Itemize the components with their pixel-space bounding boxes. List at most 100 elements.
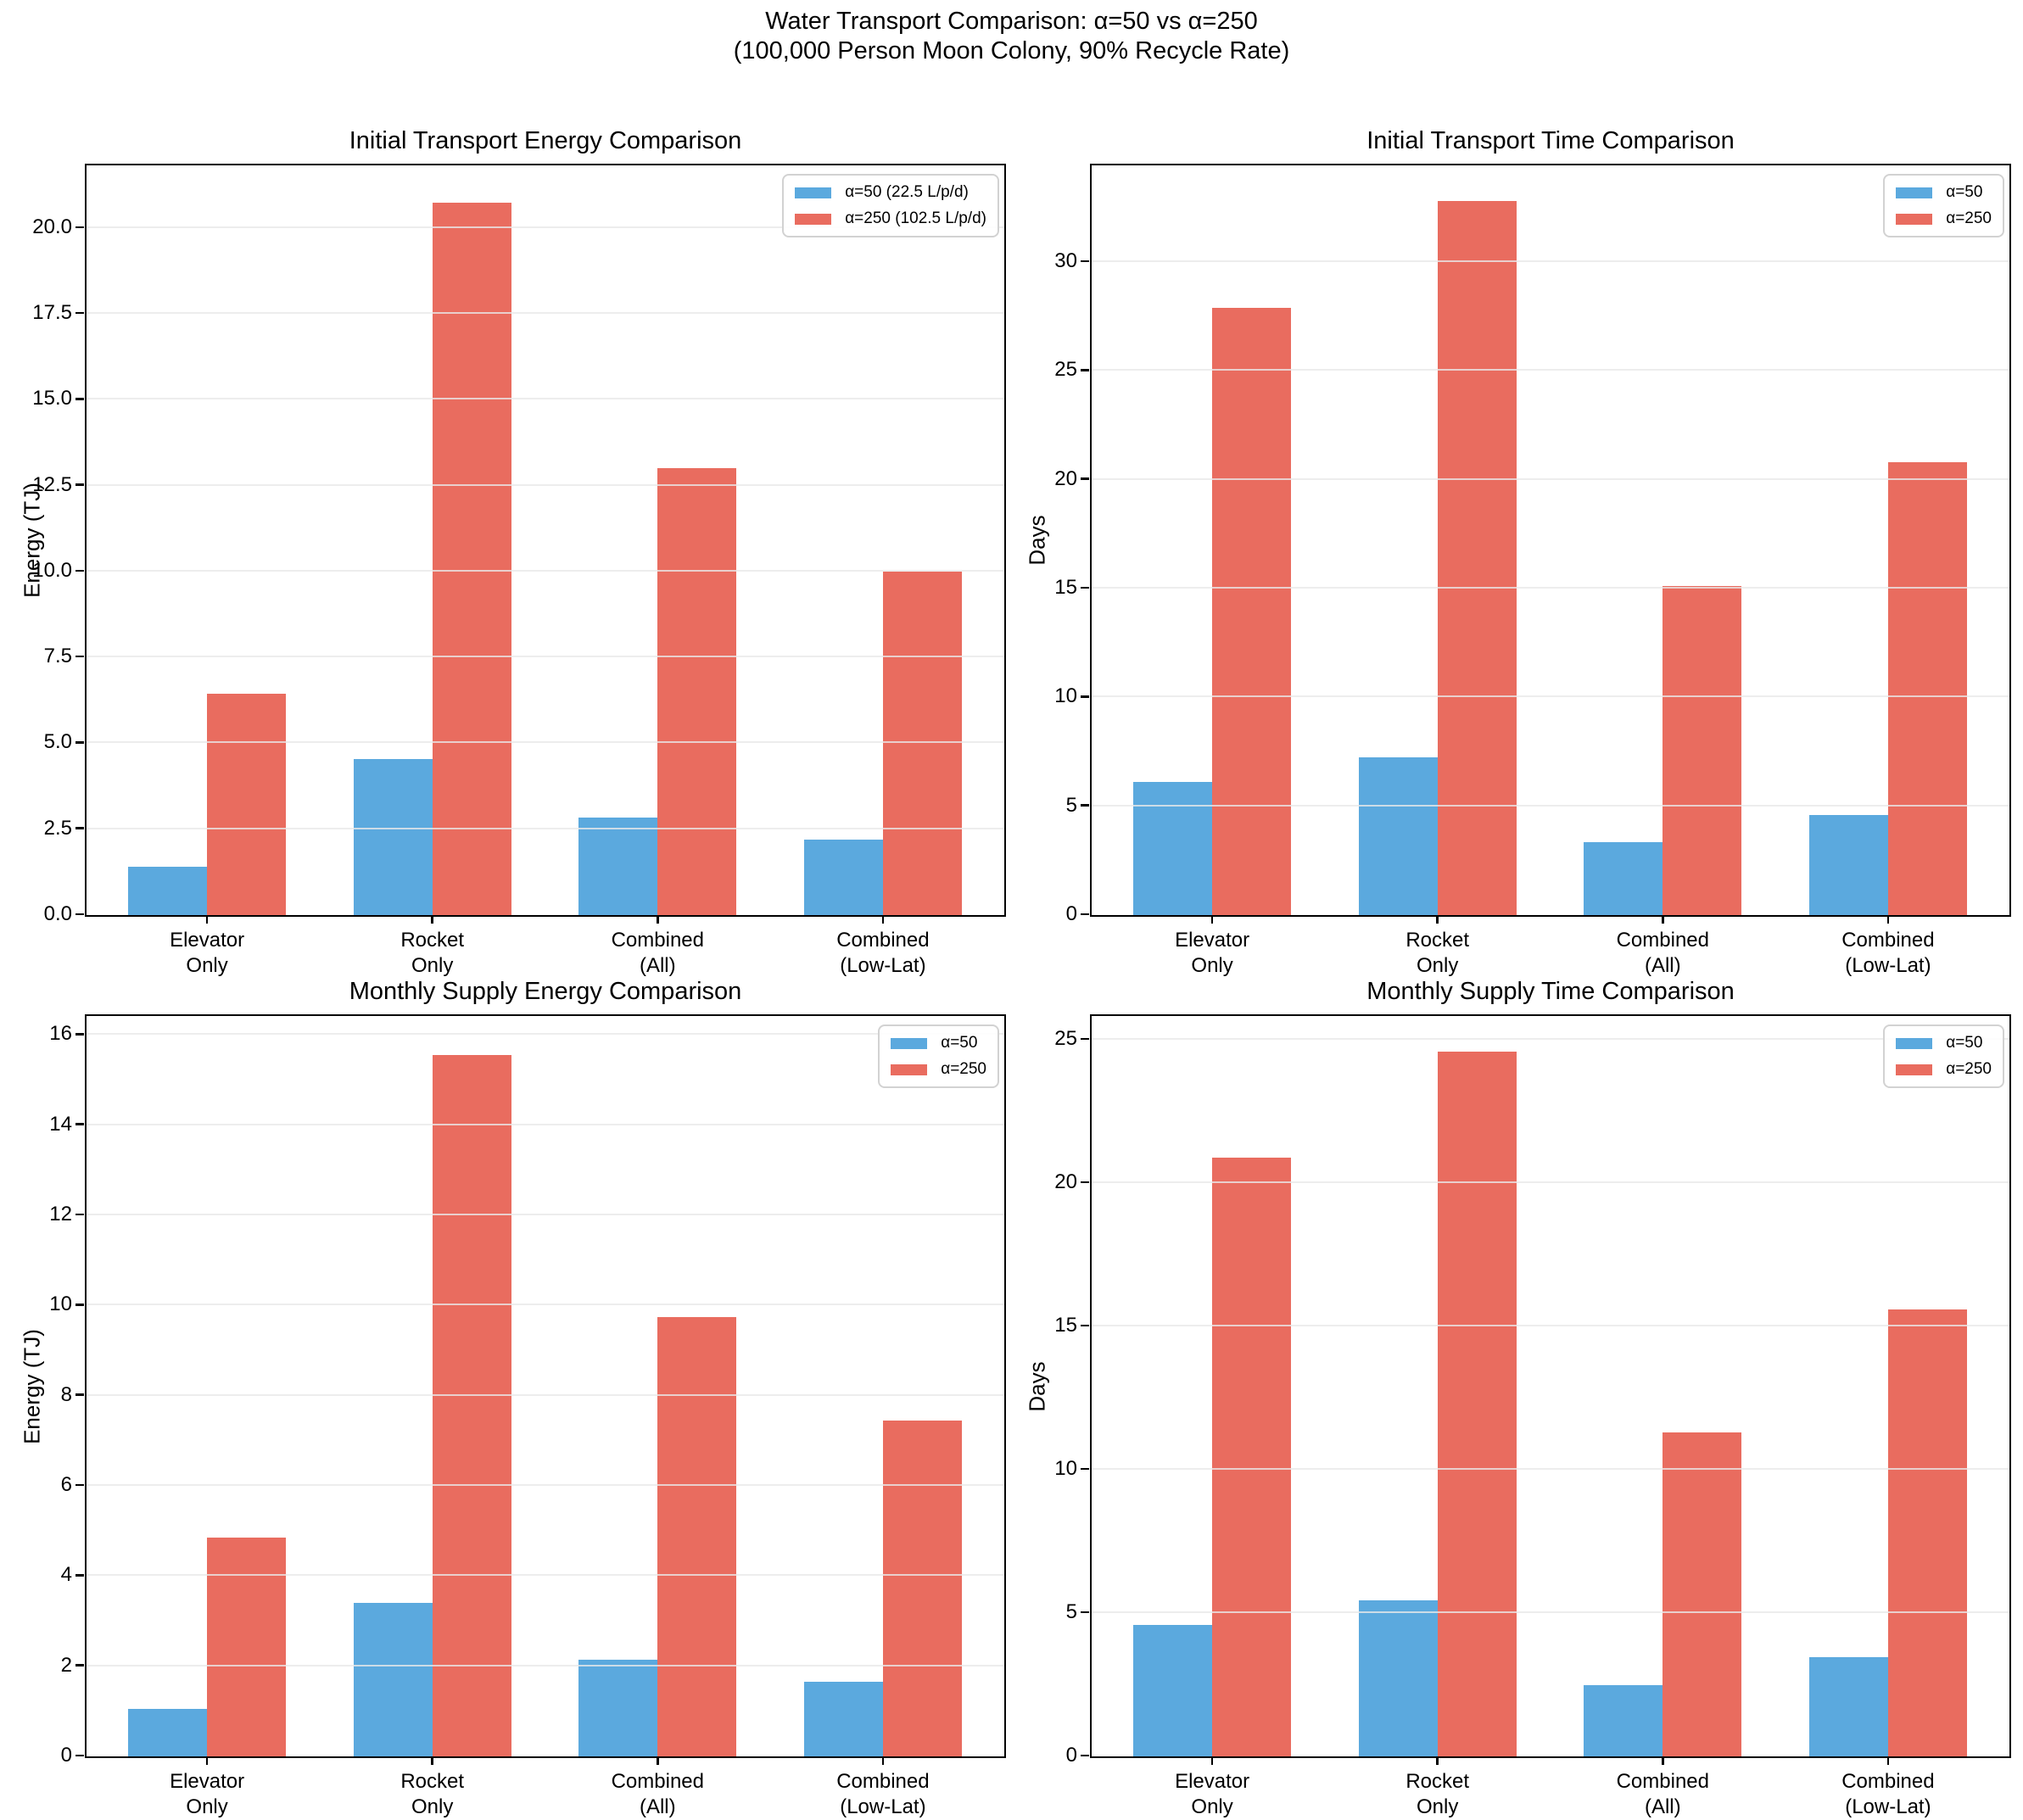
- gridline: [1092, 695, 2009, 698]
- x-tick: [1886, 915, 1890, 924]
- bar-a-50-combined-low-lat: [803, 1682, 883, 1756]
- gridline: [87, 1393, 1004, 1396]
- y-tick: [1081, 1324, 1089, 1327]
- y-tick-label: 0: [1065, 1744, 1077, 1767]
- y-tick-label: 12: [49, 1202, 72, 1225]
- y-tick: [75, 398, 84, 400]
- chart-initial-transport-energy: Initial Transport Energy Comparison Ener…: [20, 127, 1006, 977]
- x-tick-label-line: Only: [411, 954, 454, 977]
- x-tick-label-line: Only: [1191, 954, 1233, 977]
- x-tick-label-line: Elevator: [1175, 1770, 1250, 1793]
- x-tick-label-line: Elevator: [170, 929, 245, 952]
- x-tick-label-line: Only: [186, 1795, 228, 1818]
- bar-a-50-combined-all: [578, 817, 658, 915]
- legend-swatch-alpha50-icon: [1896, 187, 1933, 198]
- x-tick: [1662, 915, 1664, 924]
- x-tick-label-line: (Low-Lat): [1845, 954, 1931, 977]
- chart-title: Monthly Supply Time Comparison: [1366, 978, 1735, 1005]
- bar-a-250-combined-all: [1663, 586, 1742, 915]
- y-tick-label: 15: [1054, 575, 1077, 599]
- y-tick: [1081, 260, 1089, 263]
- legend-item-alpha250: α=250 (102.5 L/p/d): [795, 209, 986, 228]
- legend: α=50 α=250: [878, 1024, 999, 1088]
- bar-a-50-combined-low-lat: [1808, 814, 1888, 915]
- chart-initial-transport-time: Initial Transport Time Comparison Days α…: [1025, 127, 2011, 977]
- legend-label-alpha50: α=50: [1946, 1034, 1983, 1052]
- x-tick-label-elevator-only: Elevator Only: [170, 1769, 244, 1820]
- gridline: [87, 569, 1004, 572]
- y-tick-label: 20: [1054, 466, 1077, 490]
- chart-title: Initial Transport Energy Comparison: [349, 127, 742, 154]
- x-tick: [657, 915, 659, 924]
- y-axis-label: Energy (TJ): [19, 1328, 45, 1444]
- x-tick-label-combined-all: Combined (All): [1617, 928, 1709, 979]
- legend-swatch-alpha50-icon: [795, 187, 832, 198]
- gridline: [1092, 1038, 2009, 1041]
- y-tick: [75, 1754, 84, 1757]
- x-tick-label-line: Rocket: [400, 1770, 465, 1793]
- x-tick-label-elevator-only: Elevator Only: [1175, 1769, 1249, 1820]
- x-tick: [205, 1756, 209, 1765]
- y-tick: [75, 913, 84, 916]
- y-tick: [75, 1304, 84, 1306]
- bar-a-50-elevator-only: [128, 1709, 208, 1756]
- bar-a-50-combined-low-lat: [1808, 1657, 1888, 1756]
- bar-a-250-combined-all: [1663, 1432, 1742, 1756]
- x-tick-label-rocket-only: Rocket Only: [400, 1769, 464, 1820]
- x-tick-label-rocket-only: Rocket Only: [1405, 928, 1469, 979]
- gridline: [87, 1304, 1004, 1306]
- y-tick-label: 0: [60, 1744, 72, 1767]
- gridline: [87, 226, 1004, 228]
- chart-title: Monthly Supply Energy Comparison: [349, 978, 742, 1005]
- x-tick: [205, 915, 209, 924]
- gridline: [87, 1664, 1004, 1666]
- x-tick: [431, 1756, 433, 1765]
- gridline: [87, 1123, 1004, 1125]
- y-tick: [1081, 586, 1089, 589]
- x-tick-label-line: Only: [1417, 954, 1459, 977]
- y-tick: [75, 483, 84, 486]
- legend-swatch-alpha250-icon: [795, 213, 832, 225]
- bar-a-50-rocket-only: [1358, 756, 1438, 915]
- x-tick-label-line: Only: [1417, 1795, 1459, 1818]
- bar-a-250-combined-low-lat: [882, 1420, 962, 1756]
- y-tick-label: 16: [49, 1022, 72, 1046]
- x-tick-label-combined-all: Combined (All): [612, 928, 704, 979]
- y-tick: [1081, 1467, 1089, 1471]
- y-tick-label: 5: [1065, 1600, 1077, 1623]
- bar-a-50-rocket-only: [1358, 1599, 1438, 1756]
- y-tick-label: 20.0: [32, 215, 72, 238]
- y-tick-label: 12.5: [32, 472, 72, 496]
- y-tick-label: 0.0: [43, 902, 72, 925]
- legend-item-alpha50: α=50: [1896, 1034, 1992, 1052]
- x-tick-label-line: (All): [1644, 954, 1681, 977]
- bar-a-50-combined-all: [1584, 1684, 1663, 1756]
- x-tick-label-combined-low-lat: Combined (Low-Lat): [836, 1769, 929, 1820]
- y-tick-label: 10: [1054, 1457, 1077, 1480]
- bar-a-50-rocket-only: [353, 758, 433, 915]
- legend-label-alpha50: α=50: [1946, 183, 1983, 201]
- y-tick-label: 30: [1054, 248, 1077, 272]
- gridline: [87, 1483, 1004, 1486]
- bar-a-250-elevator-only: [207, 693, 287, 915]
- legend-swatch-alpha250-icon: [1896, 213, 1933, 225]
- legend: α=50 α=250: [1883, 1024, 2004, 1088]
- bar-a-50-elevator-only: [128, 867, 208, 915]
- legend-label-alpha50: α=50 (22.5 L/p/d): [845, 183, 969, 201]
- y-tick: [75, 569, 84, 572]
- x-tick-label-line: Combined: [1841, 1770, 1935, 1793]
- gridline: [1092, 1181, 2009, 1184]
- x-tick: [431, 915, 433, 924]
- gridline: [87, 1033, 1004, 1036]
- gridline: [87, 1574, 1004, 1577]
- y-tick: [75, 1123, 84, 1125]
- x-tick-label-line: Only: [186, 954, 228, 977]
- gridline: [1092, 804, 2009, 807]
- bar-a-250-combined-low-lat: [1887, 462, 1967, 915]
- y-tick-label: 15.0: [32, 387, 72, 410]
- x-tick-label-line: Elevator: [170, 1770, 245, 1793]
- y-axis-label: Days: [1024, 1360, 1050, 1412]
- y-tick: [75, 1483, 84, 1487]
- x-tick-label-line: Combined: [836, 1770, 930, 1793]
- gridline: [87, 1213, 1004, 1215]
